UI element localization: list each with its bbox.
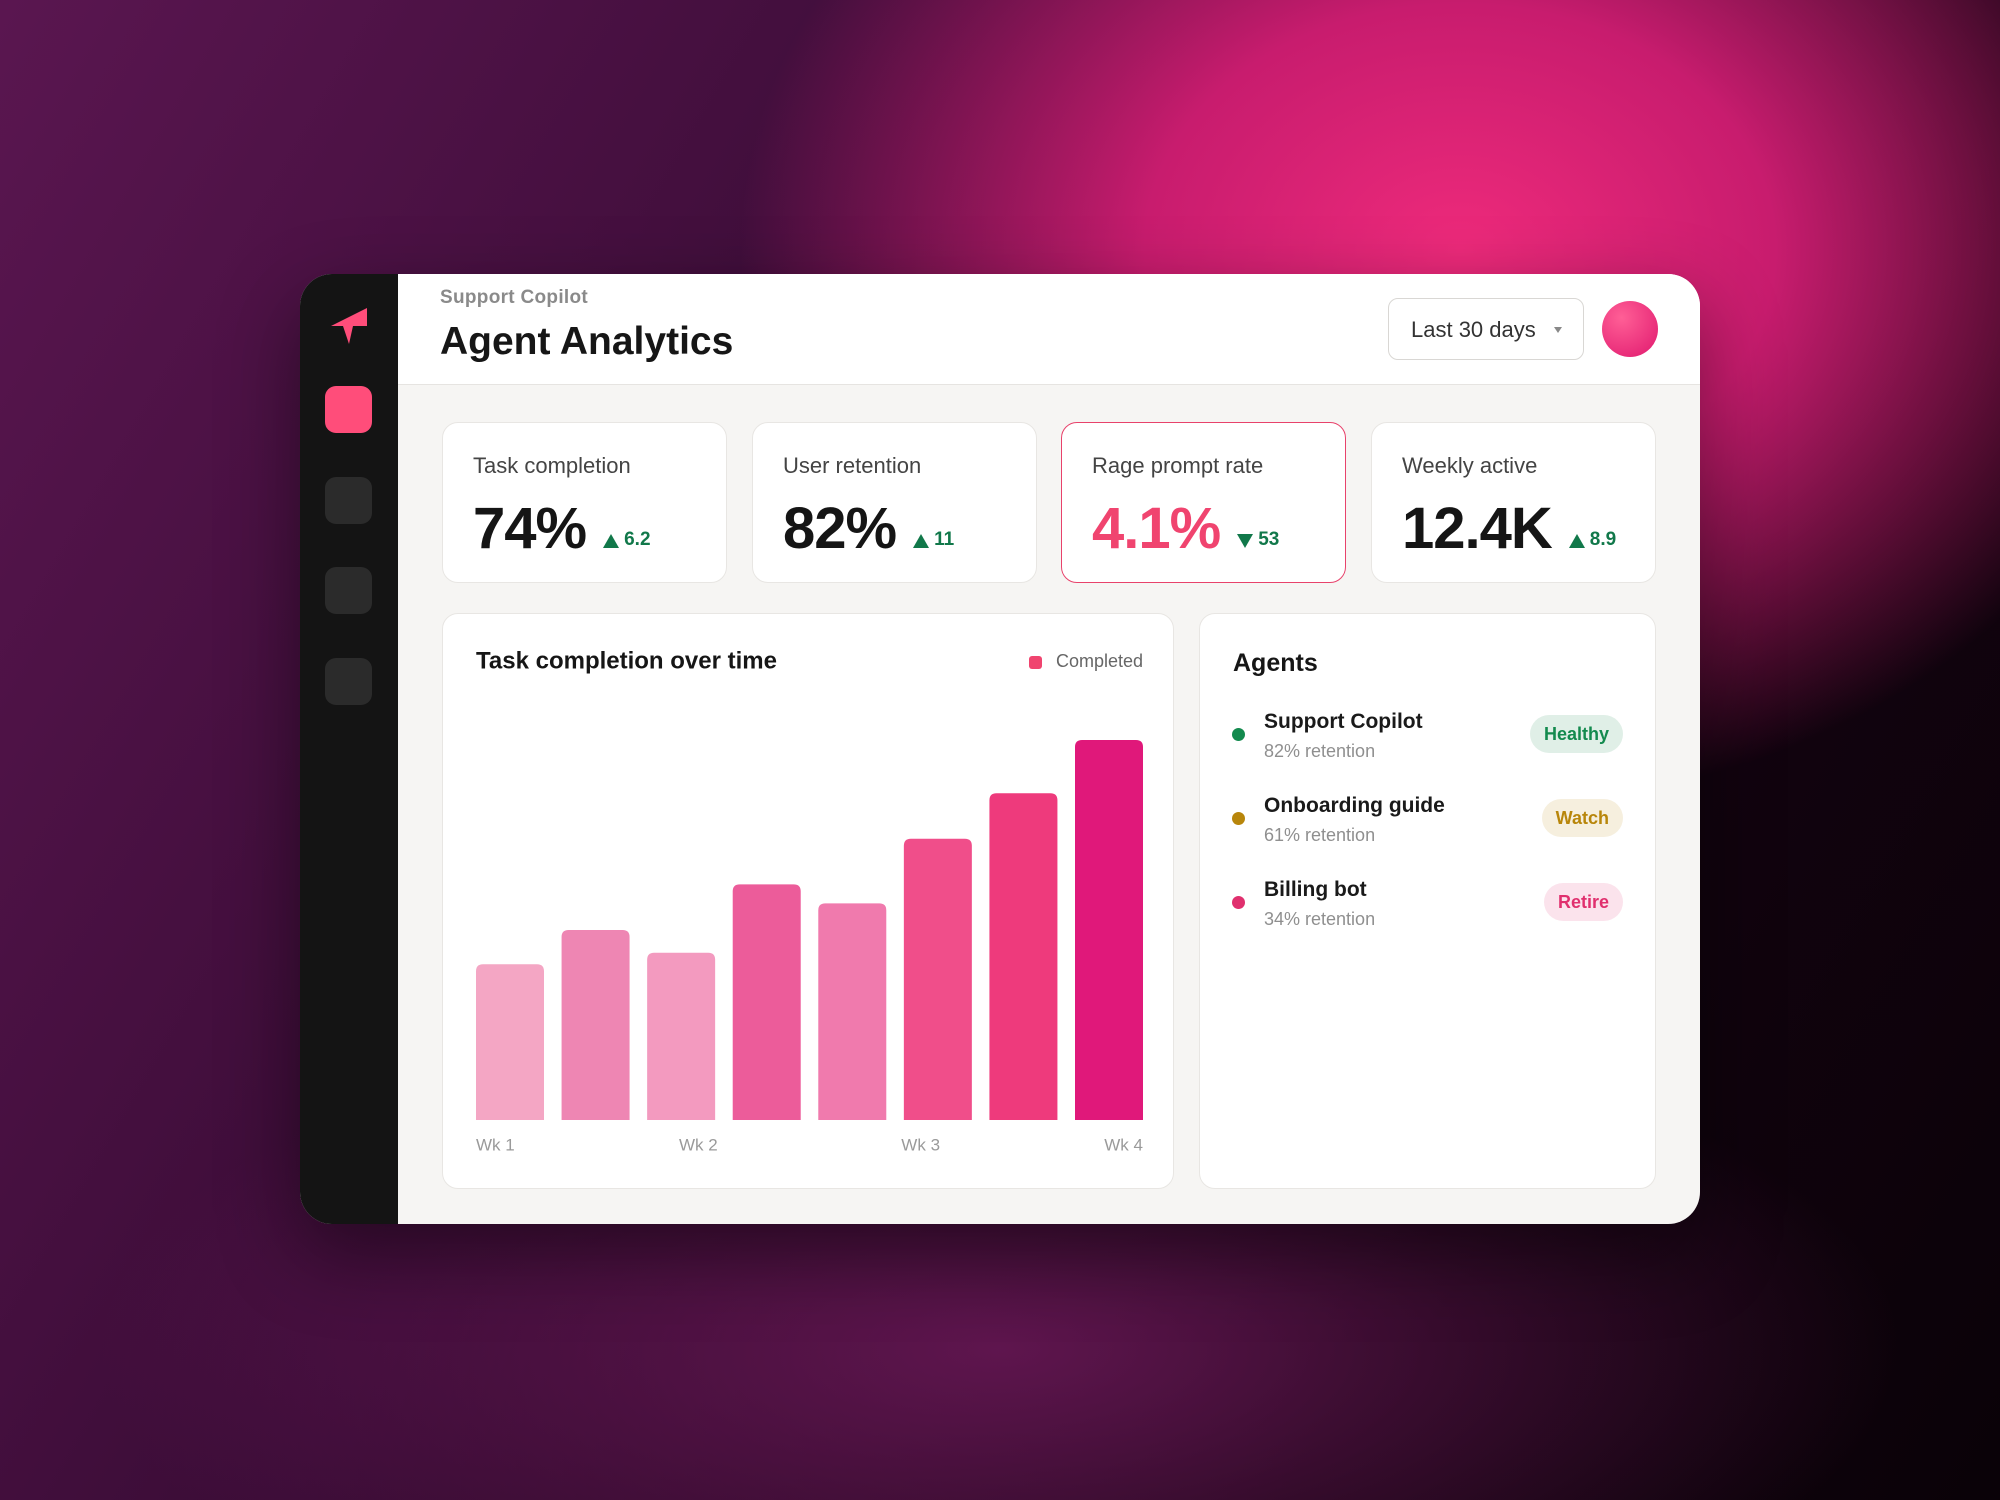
range-label: Last 30 days xyxy=(1411,317,1536,342)
status-dot xyxy=(1232,812,1245,825)
kpi-label: User retention xyxy=(783,453,922,478)
x-tick-label: Wk 2 xyxy=(679,1135,718,1154)
kpi-delta: 8.9 xyxy=(1589,529,1617,550)
agents-panel: Agents Support Copilot 82% retention Healt… xyxy=(1199,613,1656,1189)
app-window: Support Copilot Agent Analytics Last 30 … xyxy=(300,274,1700,1224)
kpi-delta: 6.2 xyxy=(624,529,651,550)
bar xyxy=(989,793,1058,1120)
caret xyxy=(1554,327,1562,333)
status-badge: Healthy xyxy=(1529,715,1623,753)
caret-shape xyxy=(1554,327,1562,333)
kpi-label: Weekly active xyxy=(1402,453,1538,478)
page-title: Agent Analytics xyxy=(440,320,734,363)
kpi-card: User retention 82% 11 xyxy=(752,422,1037,583)
kpi-delta: 53 xyxy=(1258,529,1280,550)
bar xyxy=(476,964,544,1120)
kpi-value: 74% xyxy=(473,496,587,561)
kpi-card: Task completion 74% 6.2 xyxy=(442,422,727,583)
logo-shape xyxy=(331,308,367,344)
bar xyxy=(647,952,716,1120)
status-badge: Watch xyxy=(1541,799,1623,837)
legend-swatch xyxy=(1029,656,1042,669)
agent-name: Billing bot xyxy=(1264,878,1367,901)
kpi-label: Task completion xyxy=(473,453,631,478)
agents-title: Agents xyxy=(1233,649,1318,677)
trend-icon xyxy=(1568,534,1585,548)
kpi-card: Weekly active 12.4K 8.9 xyxy=(1371,422,1656,583)
avatar[interactable] xyxy=(1602,301,1658,357)
nav-item[interactable] xyxy=(325,658,372,705)
trend-arrow xyxy=(913,534,930,548)
agent-detail: 82% retention xyxy=(1264,741,1376,761)
chart: Task completion over time Completed Wk 1… xyxy=(476,647,1143,1154)
agent-row[interactable]: Onboarding guide 61% retention Watch xyxy=(1200,778,1657,858)
trend-icon xyxy=(1237,534,1254,548)
status-dot xyxy=(1232,728,1245,741)
bar xyxy=(1075,740,1143,1120)
range-dropdown[interactable]: Last 30 days xyxy=(1388,298,1584,360)
agent-row[interactable]: Support Copilot 82% retention Healthy xyxy=(1200,694,1657,774)
sidebar xyxy=(300,274,398,1224)
agent-detail: 61% retention xyxy=(1264,825,1376,845)
x-tick-label: Wk 1 xyxy=(476,1135,515,1154)
nav-item[interactable] xyxy=(325,567,372,614)
kpi-value: 82% xyxy=(783,496,897,561)
agent-name: Onboarding guide xyxy=(1264,794,1445,817)
x-tick-label: Wk 3 xyxy=(901,1135,940,1154)
chart-panel: Task completion over time Completed Wk 1… xyxy=(442,613,1174,1189)
status-badge: Retire xyxy=(1543,883,1623,921)
x-tick-label: Wk 4 xyxy=(1104,1135,1143,1154)
kpi-delta: 11 xyxy=(934,529,955,550)
agent-name: Support Copilot xyxy=(1264,710,1423,733)
eyebrow: Support Copilot xyxy=(440,287,589,308)
nav-item[interactable] xyxy=(325,477,372,524)
kpi-value: 12.4K xyxy=(1402,496,1553,561)
legend-label: Completed xyxy=(1056,651,1143,671)
trend-arrow xyxy=(1568,534,1585,548)
bar xyxy=(818,903,887,1120)
chart-title: Task completion over time xyxy=(476,647,777,674)
agent-row[interactable]: Billing bot 34% retention Retire xyxy=(1200,862,1657,942)
trend-arrow xyxy=(1237,534,1254,548)
kpi-value: 4.1% xyxy=(1092,496,1221,561)
bar xyxy=(561,930,630,1120)
trend-icon xyxy=(913,534,930,548)
trend-arrow xyxy=(603,534,620,548)
nav-item[interactable] xyxy=(325,386,372,433)
kpi-label: Rage prompt rate xyxy=(1092,453,1264,478)
agent-detail: 34% retention xyxy=(1264,909,1376,929)
logo xyxy=(331,308,367,344)
bar xyxy=(732,884,801,1120)
header: Support Copilot Agent Analytics Last 30 … xyxy=(398,274,1700,385)
trend-icon xyxy=(603,534,620,548)
kpi-card: Rage prompt rate 4.1% 53 xyxy=(1061,422,1346,583)
bar xyxy=(903,838,972,1120)
status-dot xyxy=(1232,896,1245,909)
